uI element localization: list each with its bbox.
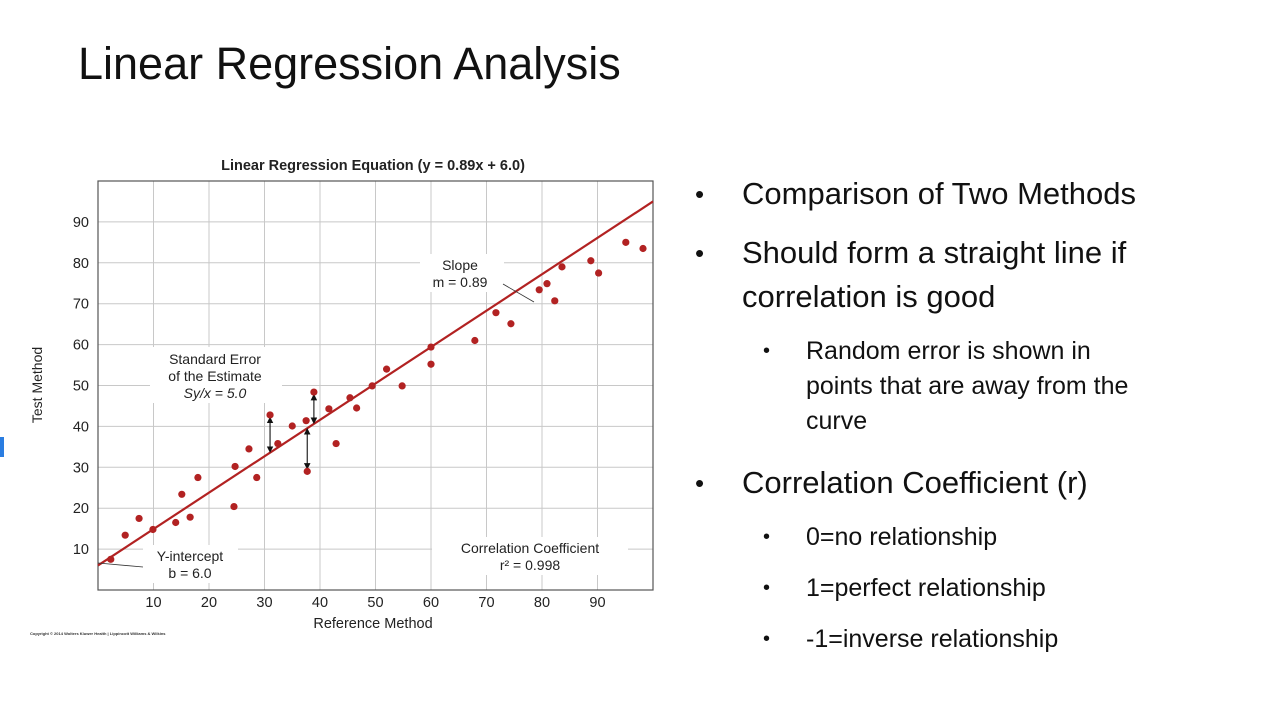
y-tick-label: 10 xyxy=(73,542,89,558)
slope-value: m = 0.89 xyxy=(433,274,488,290)
x-axis-label: Reference Method xyxy=(313,616,432,632)
data-point xyxy=(274,439,282,448)
data-point xyxy=(230,502,238,511)
bullet-item: Correlation Coefficient (r) xyxy=(695,461,1255,505)
x-tick-label: 70 xyxy=(478,595,494,611)
data-point xyxy=(302,417,310,425)
bullet-item: Should form a straight line if correlati… xyxy=(695,231,1255,319)
data-point xyxy=(492,309,500,317)
slope-pointer xyxy=(502,283,535,303)
intercept-pointer xyxy=(97,562,144,568)
data-point xyxy=(245,445,253,453)
data-point xyxy=(231,462,239,471)
copyright-notice: Copyright © 2014 Wolters Kluwer Health |… xyxy=(30,631,166,636)
x-tick-label: 20 xyxy=(201,595,217,611)
data-point xyxy=(121,531,129,539)
data-point xyxy=(107,555,115,563)
y-tick-label: 80 xyxy=(73,256,89,272)
data-point xyxy=(266,411,274,419)
x-tick-label: 40 xyxy=(312,595,328,611)
data-point xyxy=(303,467,311,475)
data-point xyxy=(310,388,318,396)
data-point xyxy=(194,473,202,482)
y-tick-label: 60 xyxy=(73,338,89,354)
data-point xyxy=(622,238,630,246)
data-point xyxy=(595,269,603,277)
annotation-background xyxy=(150,347,282,403)
data-point xyxy=(353,404,361,412)
slide-edge-marker xyxy=(0,437,4,457)
data-point xyxy=(535,286,543,294)
sub-bullet-item: -1=inverse relationship xyxy=(695,622,1255,657)
data-point xyxy=(639,244,647,253)
x-tick-label: 30 xyxy=(256,595,272,611)
x-tick-label: 60 xyxy=(423,595,439,611)
data-point xyxy=(471,336,479,345)
annotation-background xyxy=(420,254,504,292)
y-axis-label: Test Method xyxy=(29,347,45,423)
data-point xyxy=(332,439,340,448)
bullet-list: Comparison of Two Methods Should form a … xyxy=(695,172,1255,673)
std-error-value: Sy/x = 5.0 xyxy=(184,385,247,401)
plot-frame xyxy=(97,180,654,591)
y-tick-label: 90 xyxy=(73,215,89,231)
chart-title: Linear Regression Equation (y = 0.89x + … xyxy=(221,158,525,174)
sub-bullet-item: 1=perfect relationship xyxy=(695,571,1255,606)
std-error-label-1: Standard Error xyxy=(169,351,261,367)
y-tick-label: 40 xyxy=(73,419,89,435)
y-tick-label: 70 xyxy=(73,297,89,313)
sub-bullet-item: 0=no relationship xyxy=(695,520,1255,555)
annotation-background xyxy=(432,537,628,575)
x-tick-label: 10 xyxy=(145,595,161,611)
slide-title: Linear Regression Analysis xyxy=(78,38,621,89)
data-point xyxy=(368,382,376,390)
data-point xyxy=(551,297,559,305)
data-point xyxy=(427,360,435,368)
data-point xyxy=(288,422,296,430)
y-tick-label: 50 xyxy=(73,379,89,395)
data-point xyxy=(186,513,194,521)
sub-bullet-item: Random error is shown in points that are… xyxy=(695,334,1146,439)
data-point xyxy=(178,490,186,498)
data-point xyxy=(172,518,180,527)
data-point xyxy=(346,394,354,402)
correlation-value: r² = 0.998 xyxy=(500,557,561,573)
data-point xyxy=(558,263,566,271)
data-point xyxy=(135,514,143,523)
annotation-background xyxy=(143,545,238,583)
data-point xyxy=(398,382,406,390)
correlation-label: Correlation Coefficient xyxy=(461,540,599,556)
data-point xyxy=(507,320,515,328)
bullet-item: Comparison of Two Methods xyxy=(695,172,1255,216)
y-tick-label: 20 xyxy=(73,501,89,517)
data-point xyxy=(383,365,391,373)
slope-label: Slope xyxy=(442,257,478,273)
data-point xyxy=(253,473,261,482)
data-point xyxy=(427,343,435,351)
data-point xyxy=(149,525,157,534)
data-point xyxy=(587,257,595,265)
intercept-value: b = 6.0 xyxy=(168,565,211,581)
x-tick-label: 80 xyxy=(534,595,550,611)
data-point xyxy=(543,280,551,288)
data-point xyxy=(325,405,333,413)
x-tick-label: 50 xyxy=(367,595,383,611)
std-error-label-2: of the Estimate xyxy=(168,368,262,384)
x-tick-label: 90 xyxy=(589,595,605,611)
intercept-label: Y-intercept xyxy=(157,548,224,564)
y-tick-label: 30 xyxy=(73,460,89,476)
regression-line xyxy=(97,200,654,567)
